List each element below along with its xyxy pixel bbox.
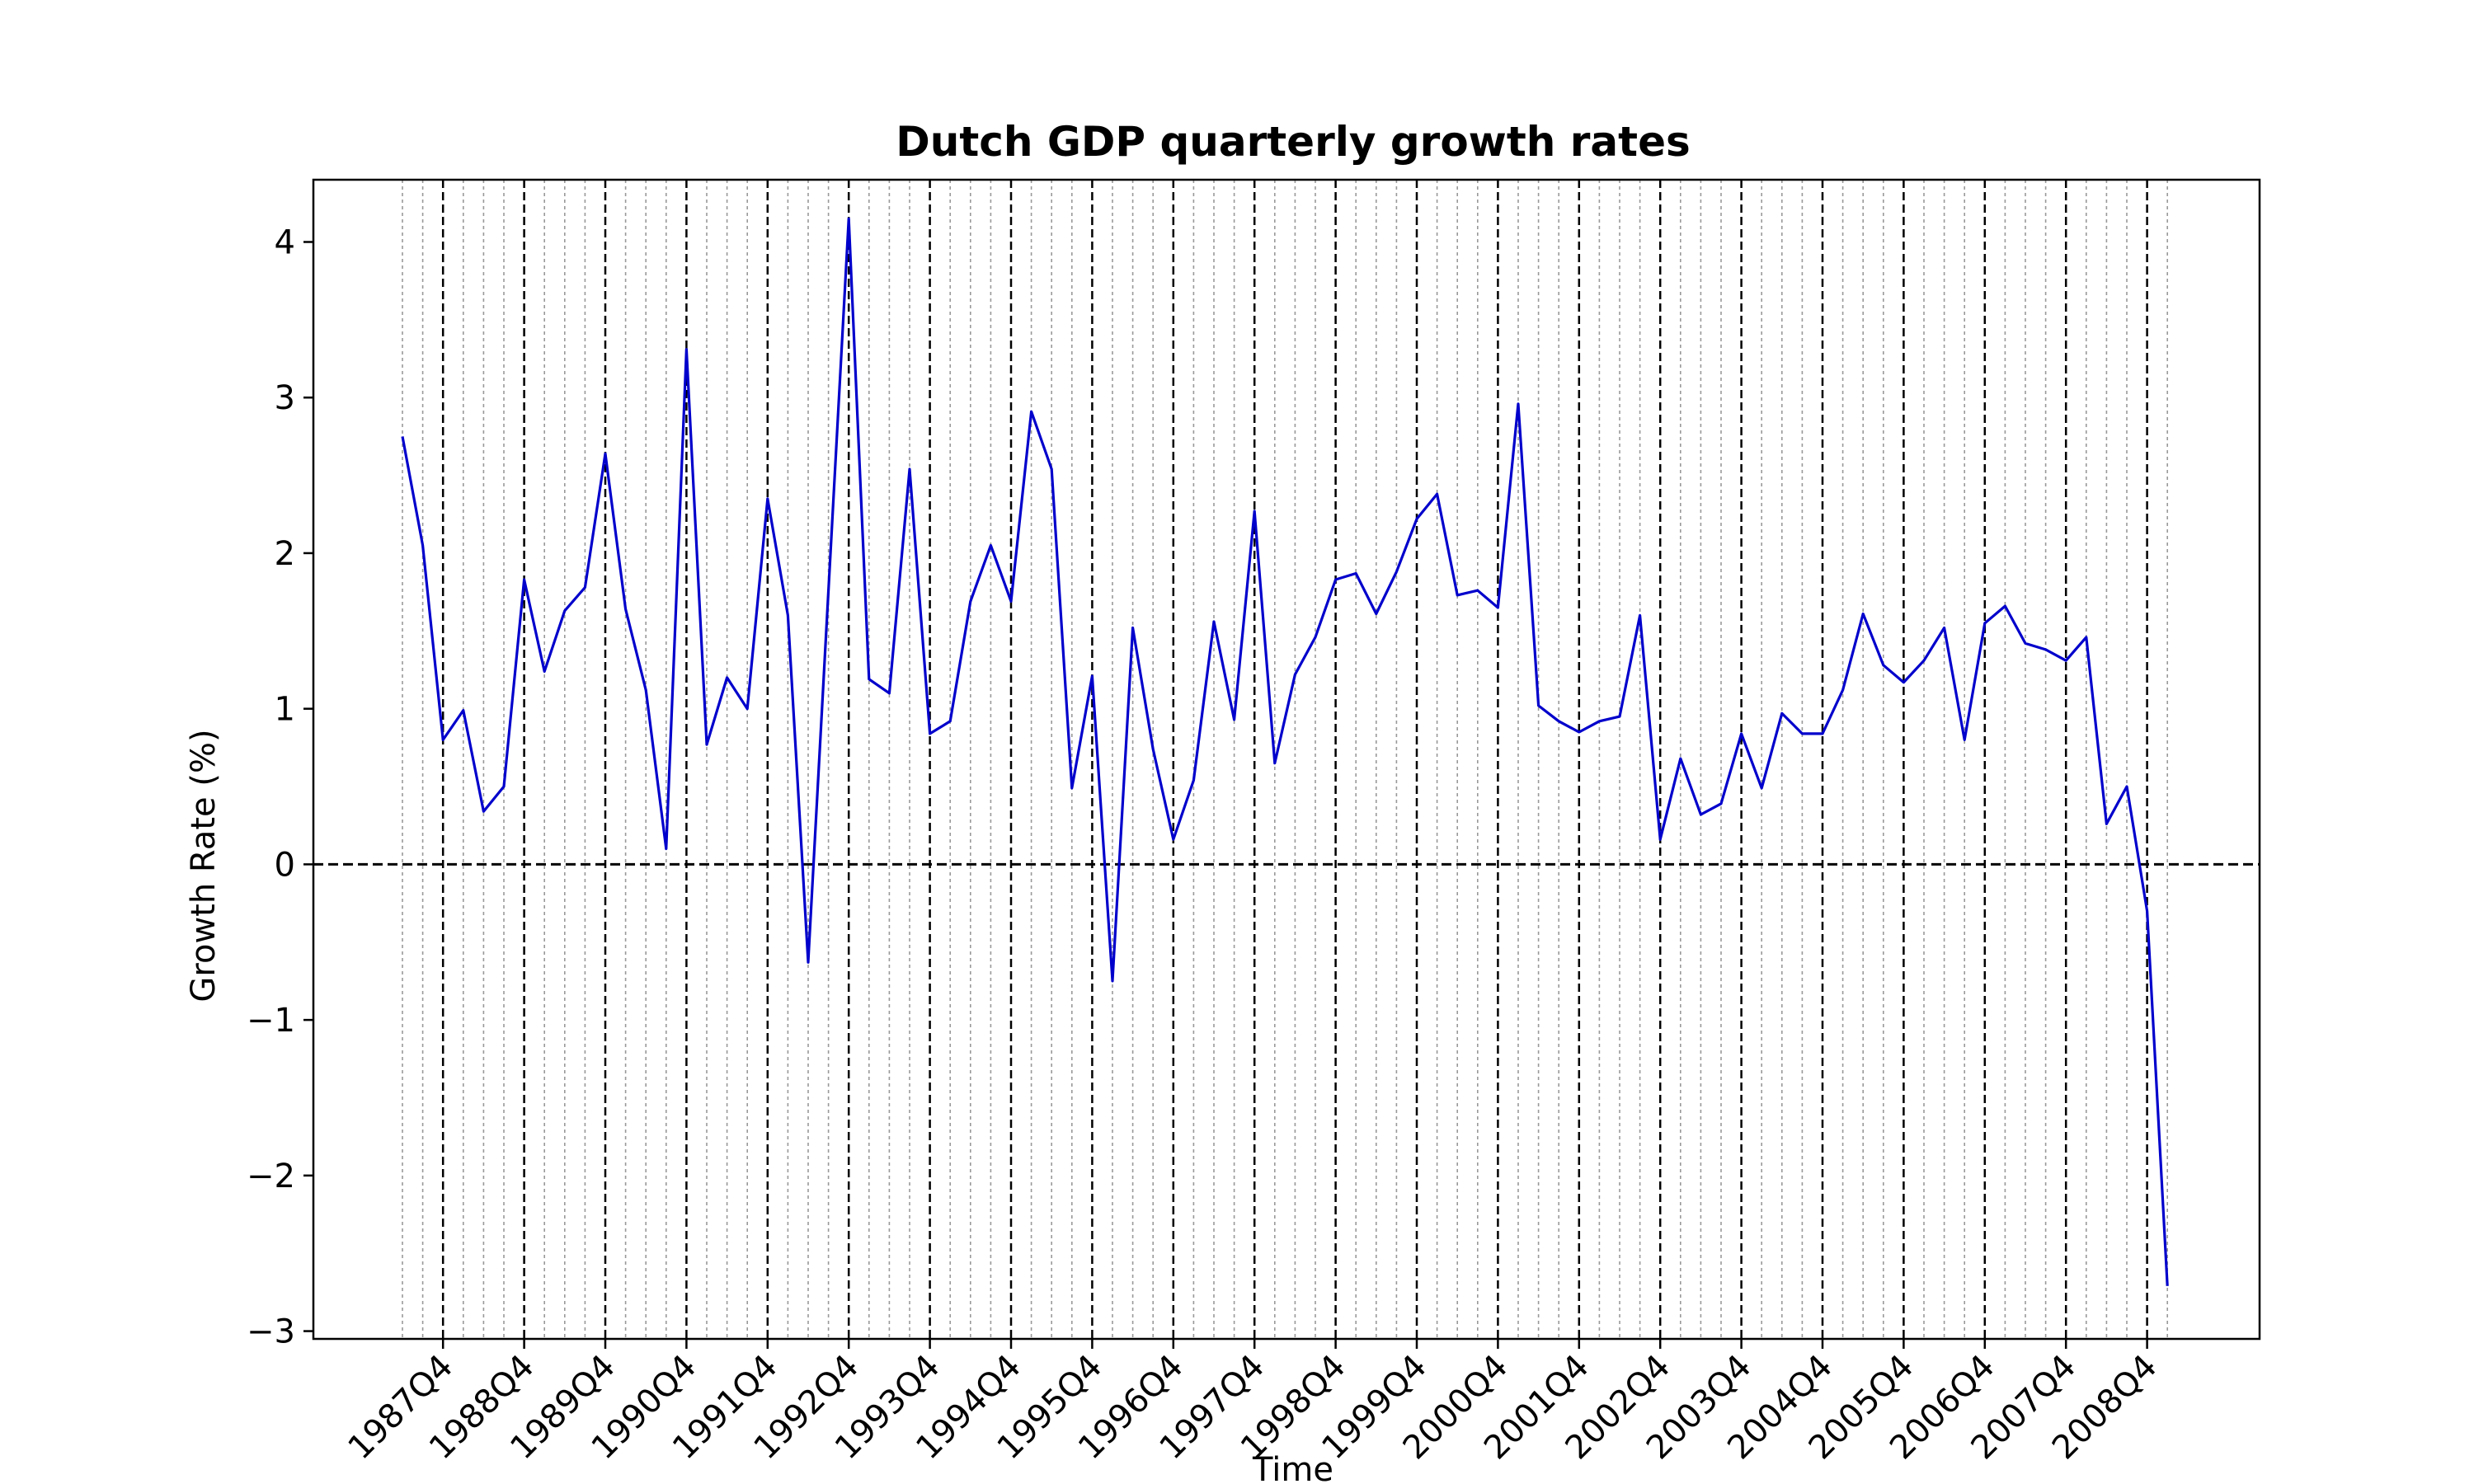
growth-rate-series-line <box>401 217 2169 1286</box>
y-tick-label: −3 <box>247 1313 295 1351</box>
y-tick-label: 0 <box>275 846 295 884</box>
y-axis-label: Growth Rate (%) <box>185 729 223 1002</box>
quarterly-gridlines <box>402 180 2168 1339</box>
y-tick-label: 3 <box>275 379 295 417</box>
y-axis: −3 −2 −1 0 1 2 3 4 <box>247 223 313 1351</box>
yearly-dashed-lines <box>441 180 2148 1339</box>
y-tick-label: −2 <box>247 1158 295 1195</box>
y-tick-label: 2 <box>275 535 295 573</box>
x-axis-label: Time <box>1252 1451 1333 1484</box>
plot-area-frame <box>312 178 2261 1341</box>
y-tick-label: −1 <box>247 1002 295 1040</box>
x-axis: 1987Q41988Q41989Q41990Q41991Q41992Q41993… <box>341 1339 2165 1467</box>
y-tick-label: 4 <box>275 223 295 261</box>
y-tick-label: 1 <box>275 691 295 729</box>
chart-title: Dutch GDP quarterly growth rates <box>896 118 1691 166</box>
